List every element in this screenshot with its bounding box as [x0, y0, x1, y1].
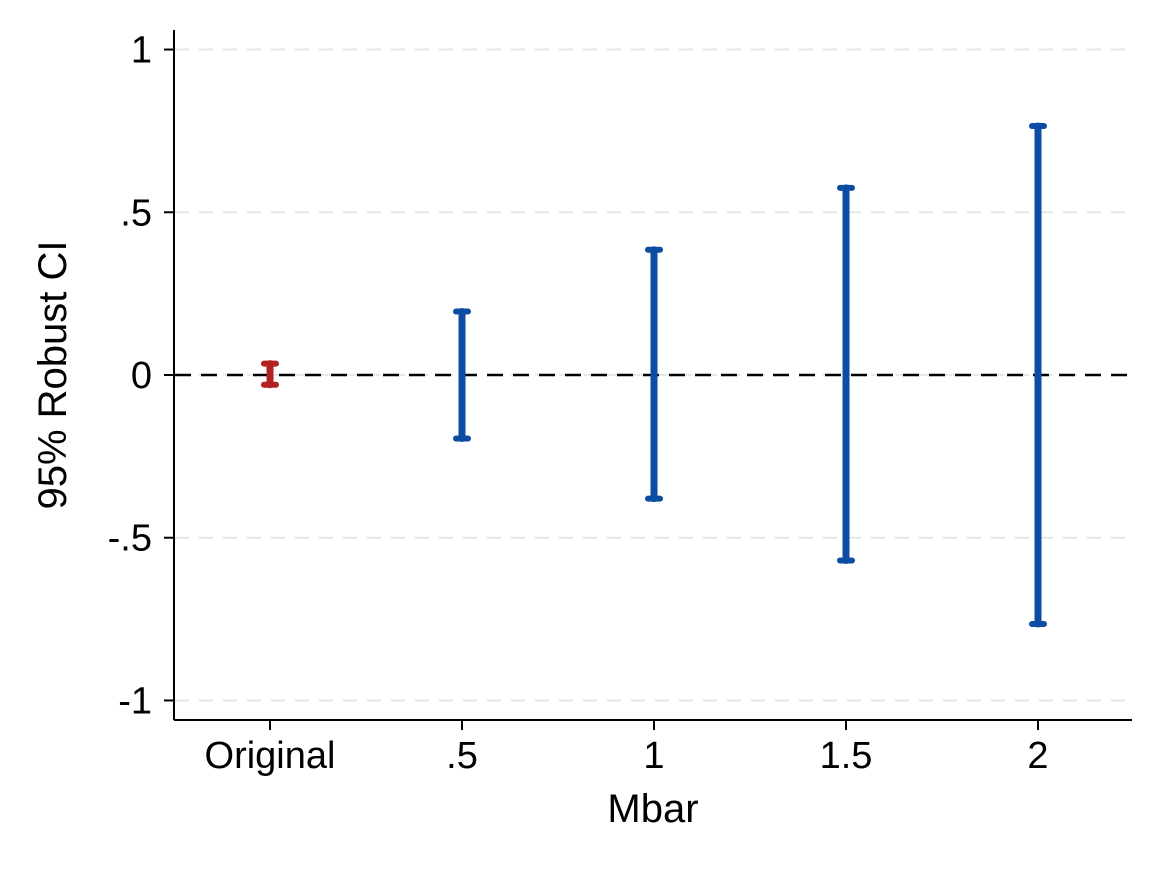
- ci-interval-2: [645, 246, 663, 503]
- ci-interval-3: [837, 184, 855, 565]
- gridlines: [175, 48, 1132, 702]
- ci-interval-4: [1029, 122, 1047, 628]
- y-tick-label-1: .5: [120, 192, 152, 234]
- x-tick-label-3: 1.5: [820, 735, 873, 777]
- y-axis-title: 95% Robust CI: [31, 240, 75, 509]
- x-tick-label-0: Original: [205, 735, 336, 777]
- y-tick-label-0: 1: [131, 30, 152, 72]
- x-tick-label-4: 2: [1027, 735, 1048, 777]
- y-tick-label-2: 0: [131, 355, 152, 397]
- y-tick-label-4: -1: [118, 680, 152, 722]
- confidence-intervals: [261, 122, 1047, 628]
- ci-interval-0: [261, 360, 279, 389]
- x-axis-title: Mbar: [607, 787, 698, 831]
- x-tick-label-1: .5: [446, 735, 478, 777]
- x-tick-label-2: 1: [643, 735, 664, 777]
- ci-interval-1: [453, 308, 471, 442]
- axes: [164, 30, 1132, 730]
- y-tick-label-3: -.5: [108, 518, 152, 560]
